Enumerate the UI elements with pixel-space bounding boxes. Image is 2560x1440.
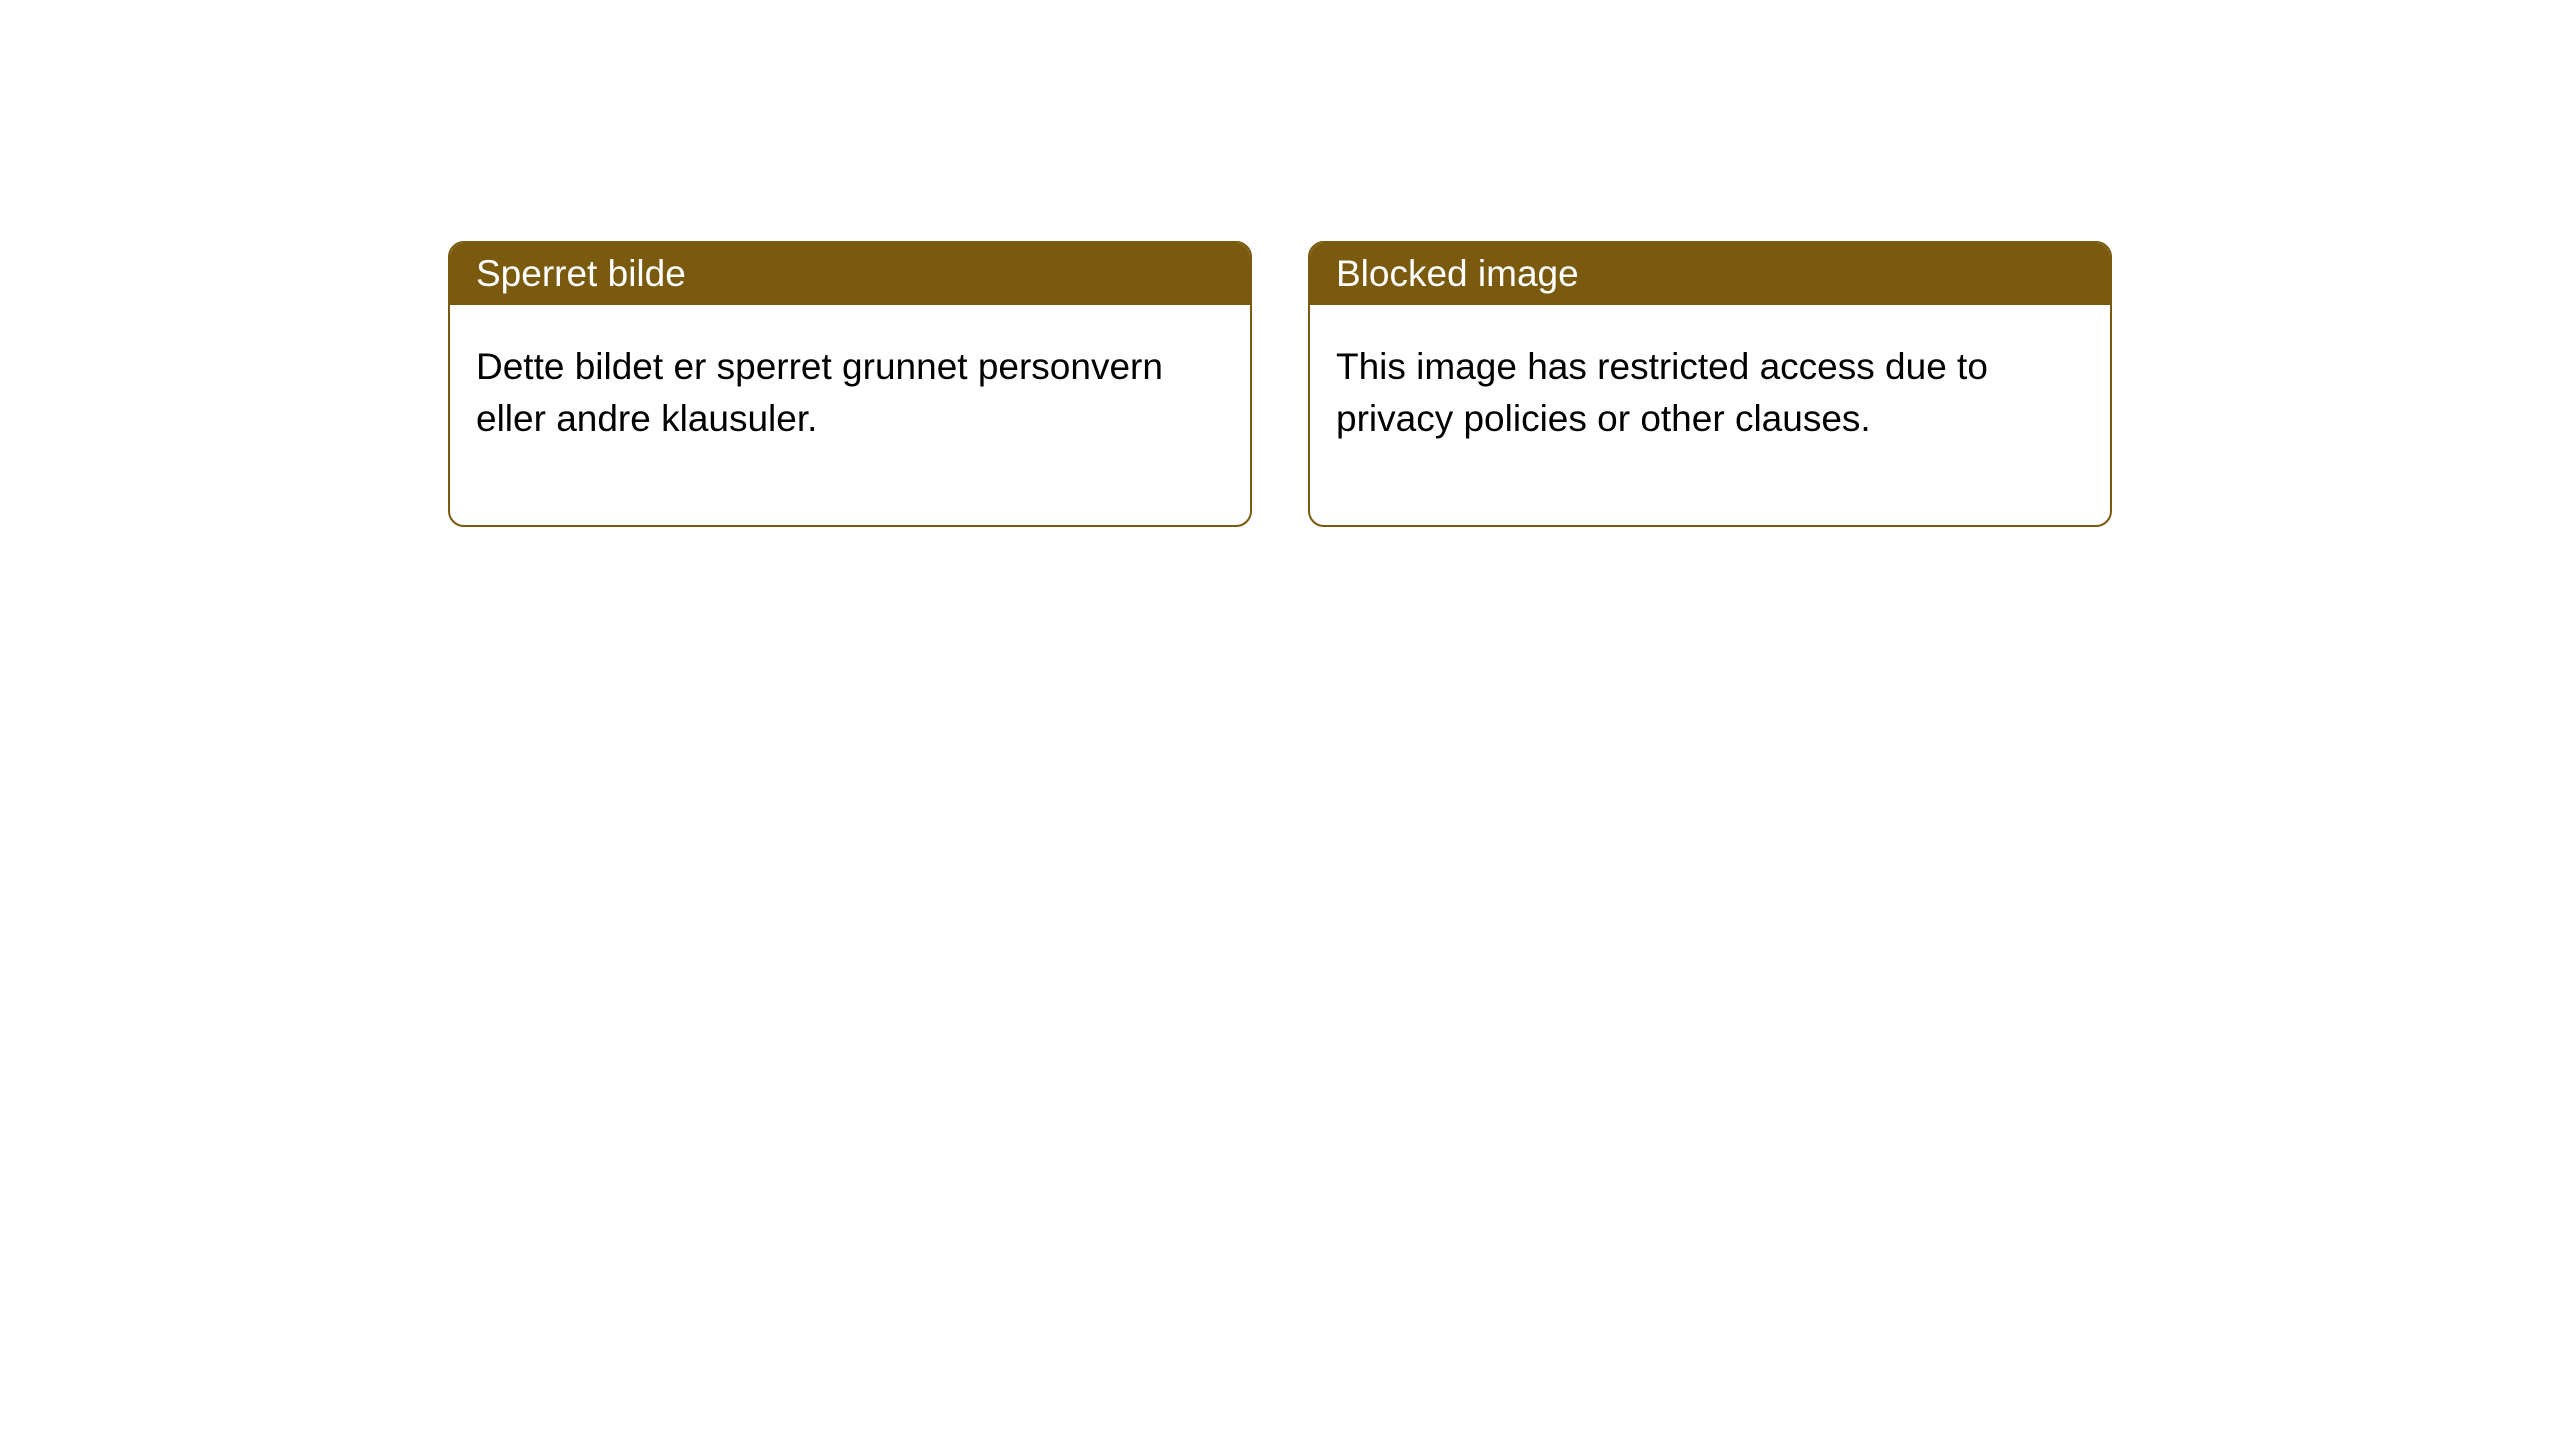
card-container: Sperret bilde Dette bildet er sperret gr… [0, 0, 2560, 527]
card-header: Sperret bilde [450, 243, 1250, 305]
card-header: Blocked image [1310, 243, 2110, 305]
blocked-image-card-no: Sperret bilde Dette bildet er sperret gr… [448, 241, 1252, 527]
card-title: Sperret bilde [476, 253, 686, 294]
blocked-image-card-en: Blocked image This image has restricted … [1308, 241, 2112, 527]
card-body-text: Dette bildet er sperret grunnet personve… [476, 346, 1163, 439]
card-body: Dette bildet er sperret grunnet personve… [450, 305, 1250, 525]
card-body-text: This image has restricted access due to … [1336, 346, 1988, 439]
card-body: This image has restricted access due to … [1310, 305, 2110, 525]
card-title: Blocked image [1336, 253, 1579, 294]
